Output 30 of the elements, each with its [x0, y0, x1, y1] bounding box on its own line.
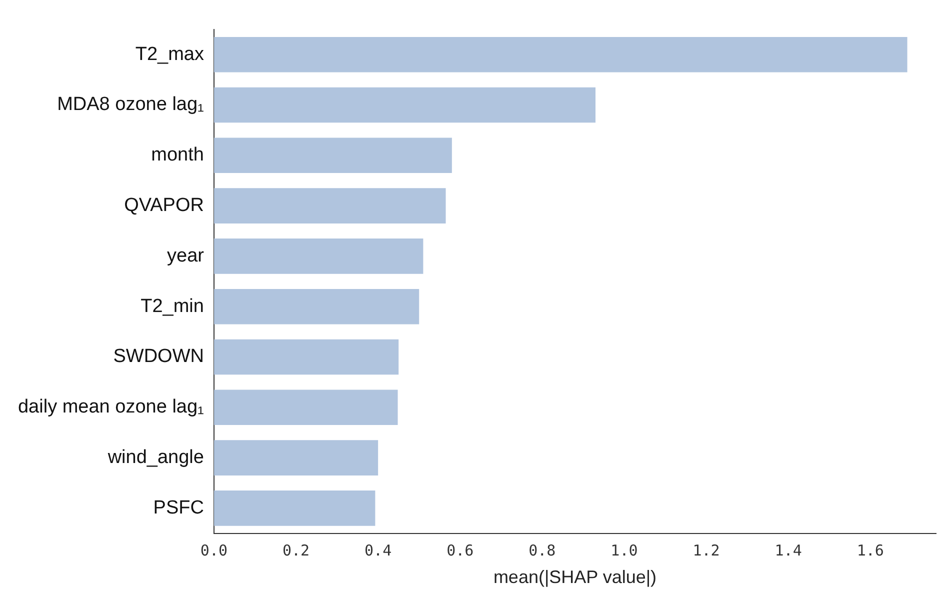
x-tick-label: 0.4 [364, 541, 392, 560]
bar [214, 87, 596, 123]
bar [214, 390, 398, 426]
bar [214, 339, 399, 375]
x-tick-label: 0.8 [528, 541, 556, 560]
bar [214, 36, 908, 72]
x-tick-label: 1.2 [692, 541, 720, 560]
y-tick-label: wind_angle [106, 447, 204, 468]
x-tick-label: 0.6 [446, 541, 474, 560]
bar [214, 288, 420, 324]
y-tick-label: T2_max [135, 44, 204, 65]
x-tick-label: 1.0 [610, 541, 638, 560]
y-tick-label: T2_min [140, 296, 204, 317]
x-tick-label: 0.0 [200, 541, 228, 560]
y-tick-label: month [151, 144, 204, 166]
x-tick-label: 1.4 [774, 541, 802, 560]
y-tick-label: MDA8 ozone lag₁ [57, 94, 204, 116]
y-tick-label: daily mean ozone lag₁ [18, 396, 204, 418]
x-tick-label: 1.6 [856, 541, 884, 560]
bar [214, 238, 424, 274]
y-tick-label: QVAPOR [124, 195, 204, 216]
bar [214, 138, 452, 174]
y-tick-label: year [167, 245, 205, 266]
bar [214, 490, 376, 526]
x-axis-title: mean(|SHAP value|) [493, 567, 657, 588]
x-tick-label: 0.2 [282, 541, 310, 560]
y-tick-label: PSFC [153, 497, 204, 518]
bar [214, 440, 378, 476]
bar [214, 188, 446, 224]
y-tick-label: SWDOWN [113, 346, 204, 368]
